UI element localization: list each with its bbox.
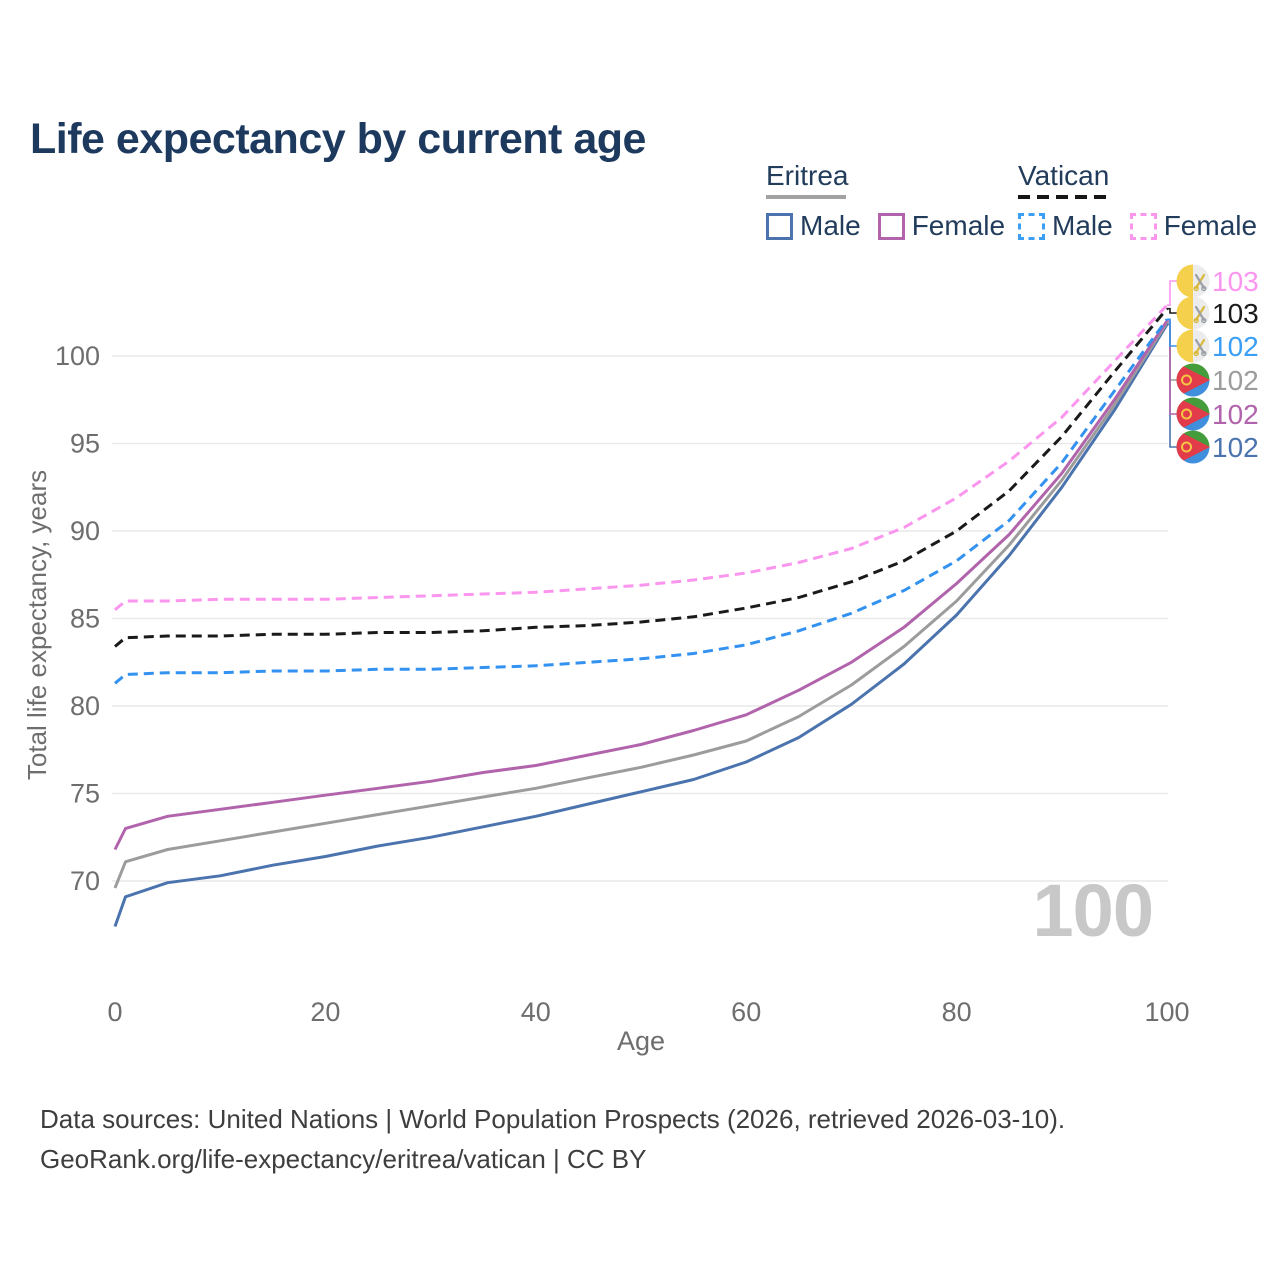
x-axis-title: Age (617, 1026, 665, 1056)
flag-icon-group (1176, 397, 1210, 431)
y-tick-label: 100 (55, 341, 100, 371)
end-label-connector (1167, 323, 1177, 448)
series-line-vatican-male[interactable] (114, 318, 1169, 685)
eritrea-flag-icon (1176, 397, 1210, 431)
gridlines (112, 355, 1168, 882)
legend-group-vatican: Vatican Male Female (1018, 160, 1274, 242)
y-tick-label: 70 (70, 866, 100, 896)
vatican-flag-icon (1176, 264, 1210, 298)
eritrea-flag-icon (1176, 363, 1210, 397)
end-label-connector (1167, 280, 1177, 306)
end-label-connector (1167, 307, 1177, 314)
series-line-eritrea-male[interactable] (113, 323, 1169, 927)
x-axis-tick-labels: 0 20 40 60 80 100 (107, 997, 1189, 1027)
y-tick-label: 95 (70, 429, 100, 459)
y-tick-label: 75 (70, 779, 100, 809)
legend-vatican-line-sample (1018, 195, 1106, 199)
end-value-label: 103 (1212, 298, 1259, 329)
series-line-vatican[interactable] (114, 307, 1169, 648)
end-label-connector (1167, 320, 1177, 415)
eritrea-flag-icon (1176, 430, 1210, 464)
footer-data-sources: Data sources: United Nations | World Pop… (40, 1104, 1066, 1134)
legend-label-vatican-male: Male (1052, 210, 1113, 241)
legend-eritrea-line-sample (766, 195, 846, 199)
x-tick-label: 60 (731, 997, 761, 1027)
legend-item-vatican-female[interactable]: Female (1129, 210, 1274, 242)
end-value-label: 102 (1212, 399, 1259, 430)
y-tick-label: 90 (70, 516, 100, 546)
x-tick-label: 100 (1144, 997, 1189, 1027)
watermark-age-value: 100 (1032, 869, 1154, 952)
legend-item-eritrea-female[interactable]: Female (877, 210, 1022, 242)
legend-item-eritrea-male[interactable]: Male (766, 210, 878, 242)
legend-label-eritrea-female: Female (911, 210, 1006, 241)
legend-label-eritrea-male: Male (800, 210, 861, 241)
legend-swatch-vatican-male (1018, 212, 1045, 240)
flag-icon-group (1176, 296, 1210, 330)
y-tick-label: 85 (70, 604, 100, 634)
series-line-eritrea-female[interactable] (113, 320, 1169, 851)
end-value-label: 102 (1212, 365, 1259, 396)
vatican-flag-icon (1176, 296, 1210, 330)
legend-label-vatican-female: Female (1163, 210, 1258, 241)
legend-item-vatican-male[interactable]: Male (1018, 210, 1130, 242)
series-line-eritrea[interactable] (113, 321, 1169, 889)
flag-icon-group (1176, 363, 1210, 397)
legend-country-eritrea[interactable]: Eritrea (766, 160, 849, 191)
legend-swatch-eritrea-male (766, 212, 793, 240)
x-tick-label: 40 (521, 997, 551, 1027)
flag-icon-group (1176, 329, 1210, 363)
end-label-connector (1167, 321, 1177, 381)
page-title: Life expectancy by current age (30, 114, 646, 163)
flag-icon-group (1176, 264, 1210, 298)
end-value-label: 102 (1212, 432, 1259, 463)
y-axis-title: Total life expectancy, years (22, 470, 52, 780)
x-tick-label: 80 (942, 997, 972, 1027)
x-tick-label: 20 (310, 997, 340, 1027)
y-axis-tick-labels: 70 75 80 85 90 95 100 (55, 341, 100, 896)
legend-group-eritrea: Eritrea Male Female (766, 160, 1022, 242)
vatican-flag-icon (1176, 329, 1210, 363)
end-value-label: 102 (1212, 331, 1259, 362)
y-tick-label: 80 (70, 691, 100, 721)
x-tick-label: 0 (107, 997, 122, 1027)
legend-country-vatican[interactable]: Vatican (1018, 160, 1110, 191)
series-line-vatican-female[interactable] (114, 304, 1169, 611)
flag-icon-group (1176, 430, 1210, 464)
series-lines (113, 304, 1169, 927)
legend-swatch-vatican-female (1129, 212, 1157, 240)
end-value-label: 103 (1212, 266, 1259, 297)
footer-attribution: GeoRank.org/life-expectancy/eritrea/vati… (40, 1144, 647, 1174)
end-label-connector (1167, 318, 1177, 347)
legend-swatch-eritrea-female (877, 212, 905, 240)
